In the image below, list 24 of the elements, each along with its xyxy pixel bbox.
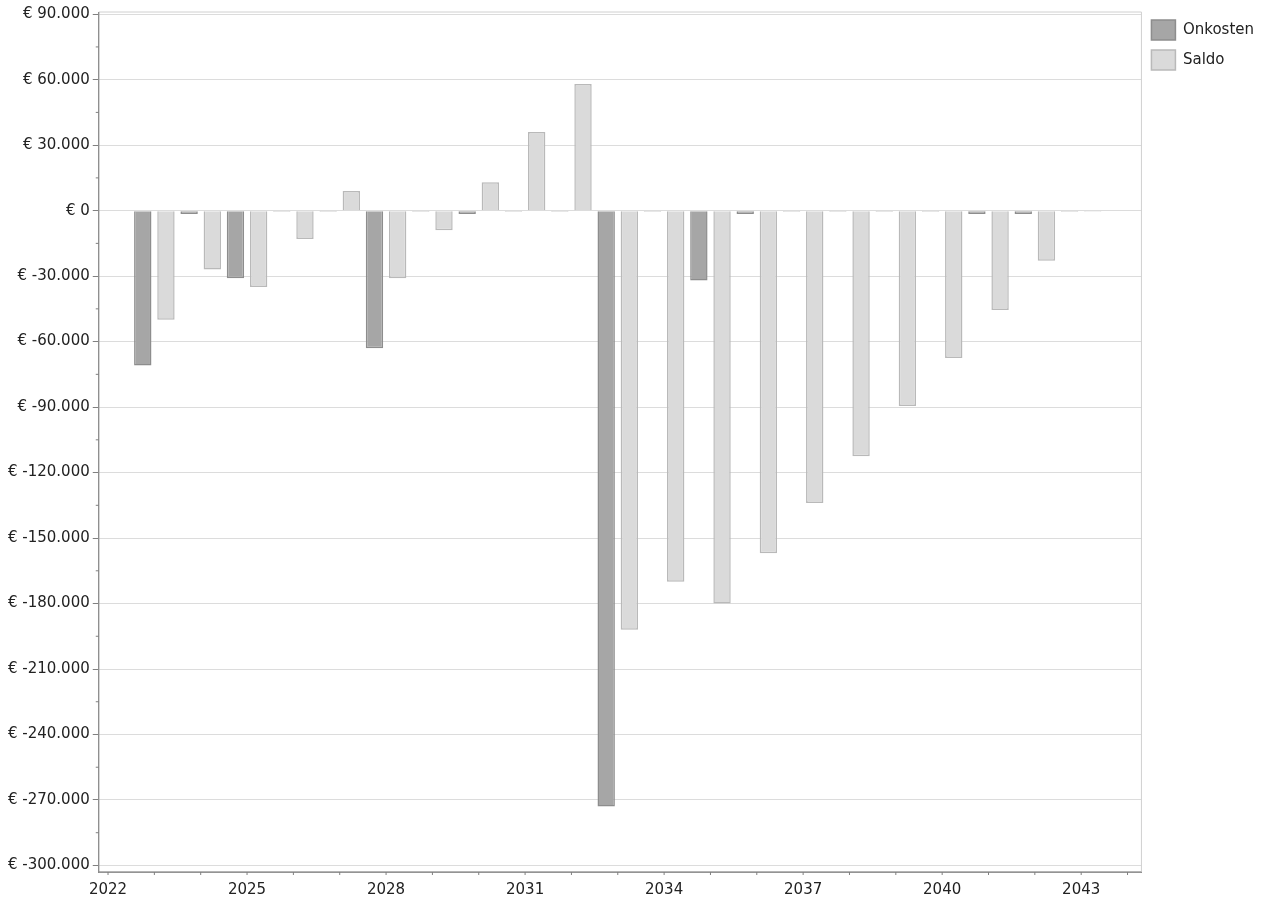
- x-tick-label: 2022: [88, 879, 128, 898]
- y-tick-label: € 30.000: [22, 135, 90, 154]
- x-tick-label: 2043: [1062, 879, 1101, 898]
- y-tick-label: € -120.000: [7, 462, 90, 481]
- x-tick-label: 2034: [645, 879, 684, 898]
- x-tick-label: 2025: [227, 879, 267, 898]
- y-tick-label: € -60.000: [17, 331, 90, 350]
- y-tick-label: € -210.000: [7, 658, 90, 677]
- legend-label: Onkosten: [1182, 19, 1254, 38]
- x-tick-label: 2031: [506, 879, 545, 898]
- x-tick-label: 2028: [366, 879, 406, 898]
- y-tick-label: € -300.000: [7, 855, 90, 874]
- y-tick-label: € -90.000: [17, 396, 90, 415]
- x-tick-label: 2040: [923, 879, 962, 898]
- legend-label: Saldo: [1182, 49, 1225, 68]
- y-tick-label: € -180.000: [7, 593, 90, 612]
- y-tick-label: € -240.000: [7, 724, 90, 743]
- y-tick-label: € 60.000: [22, 69, 90, 88]
- y-tick-label: € 0: [65, 200, 90, 219]
- y-tick-label: € 90.000: [22, 4, 90, 23]
- y-tick-label: € -270.000: [7, 789, 90, 808]
- x-tick-label: 2037: [784, 879, 823, 898]
- y-tick-label: € -30.000: [17, 266, 90, 284]
- y-tick-label: € -150.000: [7, 527, 90, 546]
